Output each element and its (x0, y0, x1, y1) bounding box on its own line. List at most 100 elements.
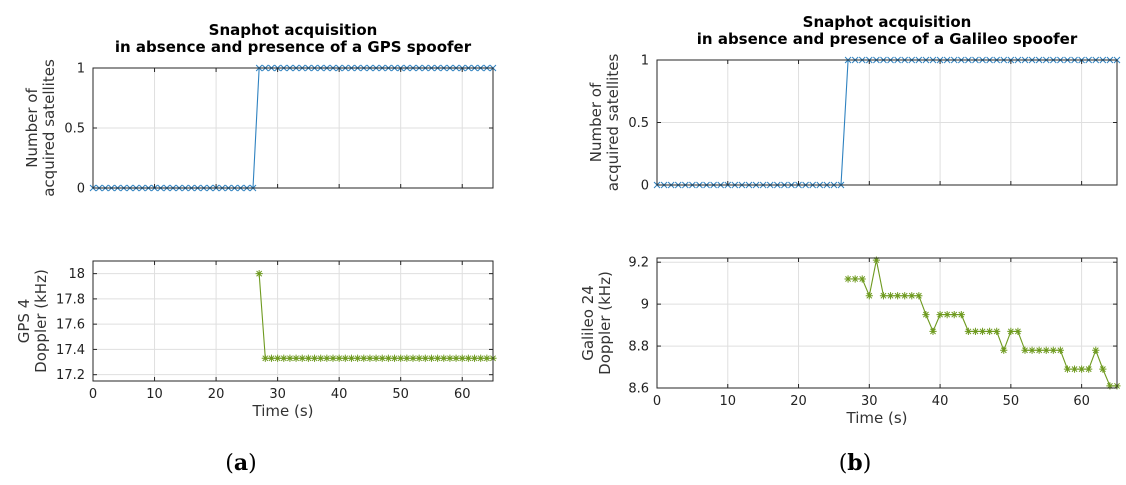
caption-letter: a (234, 450, 248, 476)
data-point (1007, 327, 1015, 335)
data-point (915, 292, 923, 300)
data-point (286, 354, 294, 362)
data-point (335, 354, 343, 362)
x-tick-label: 60 (454, 387, 471, 402)
x-tick-label: 30 (861, 394, 878, 409)
caption-close: ) (863, 451, 872, 476)
x-tick-label: 60 (1073, 394, 1090, 409)
data-point (421, 354, 429, 362)
y-tick-label: 0.5 (64, 122, 85, 137)
y-tick-label: 18 (68, 267, 85, 282)
y-axis-label: acquired satellites (40, 59, 58, 197)
y-tick-label: 1 (77, 62, 85, 77)
data-point (1042, 346, 1050, 354)
data-point (354, 354, 362, 362)
data-point (894, 292, 902, 300)
data-point (434, 354, 442, 362)
x-axis-label: Time (s) (252, 402, 314, 420)
axis-box (656, 257, 1118, 389)
data-point (310, 354, 319, 362)
chart-title: in absence and presence of a Galileo spo… (697, 30, 1078, 48)
data-point (304, 354, 312, 362)
data-point (929, 327, 937, 335)
data-point (470, 354, 479, 362)
data-point (1028, 346, 1036, 354)
x-tick-label: 50 (392, 387, 409, 402)
data-point (360, 354, 368, 362)
data-point (851, 275, 859, 283)
data-point (872, 256, 880, 264)
y-axis-label: GPS 4 (15, 299, 33, 344)
data-point (1070, 365, 1079, 373)
data-point (329, 354, 337, 362)
x-tick-label: 20 (208, 387, 225, 402)
data-point (409, 354, 417, 362)
x-tick-label: 40 (932, 394, 949, 409)
data-point (341, 354, 349, 362)
data-point (390, 354, 399, 362)
y-tick-label: 0.5 (628, 116, 649, 131)
x-axis-label: Time (s) (846, 409, 908, 427)
data-point (1085, 365, 1093, 373)
plot-area (657, 258, 1117, 388)
data-point (477, 354, 485, 362)
axis-box (92, 260, 494, 382)
data-point (427, 354, 436, 362)
data-point (267, 354, 276, 362)
y-tick-label: 17.2 (56, 368, 85, 383)
y-tick-label: 1 (641, 54, 649, 69)
doppler-chart: 0 10 20 30 40 50 60 8.6 8.8 9 9.2 Galileo 24 Doppler… (579, 256, 1121, 427)
x-tick-label: 10 (719, 394, 736, 409)
x-tick-label: 10 (146, 387, 163, 402)
chart-title: in absence and presence of a GPS spoofer (115, 38, 472, 56)
data-point (886, 292, 895, 300)
data-point (971, 327, 980, 335)
x-tick-label: 20 (790, 394, 807, 409)
y-axis-label: acquired satellites (604, 54, 622, 192)
data-point (1021, 346, 1029, 354)
data-point (384, 354, 392, 362)
data-point (1092, 346, 1100, 354)
data-point (1035, 346, 1043, 354)
y-axis-label: Number of (23, 88, 41, 168)
data-point (440, 354, 448, 362)
data-point (255, 270, 263, 278)
data-point (292, 354, 300, 362)
data-point (865, 292, 873, 300)
data-point (950, 311, 958, 319)
chart-title: Snaphot acquisition (209, 21, 378, 39)
y-axis-label: Doppler (kHz) (596, 271, 614, 375)
y-tick-label: 8.8 (628, 340, 649, 355)
y-tick-label: 9 (641, 298, 649, 313)
data-point (483, 354, 491, 362)
data-point (298, 354, 306, 362)
y-axis-label: Galileo 24 (579, 285, 597, 361)
x-tick-label: 50 (1003, 394, 1020, 409)
x-tick-label: 0 (653, 394, 661, 409)
y-tick-label: 0 (641, 179, 649, 194)
data-point (446, 354, 454, 362)
x-tick-label: 40 (331, 387, 348, 402)
y-tick-label: 0 (77, 182, 85, 197)
data-point (858, 275, 866, 283)
data-point (274, 354, 282, 362)
y-tick-label: 8.6 (628, 382, 649, 397)
data-point (347, 354, 356, 362)
data-point (844, 275, 852, 283)
data-point (957, 311, 965, 319)
data-point (964, 327, 972, 335)
x-tick-label: 30 (269, 387, 286, 402)
data-point (464, 354, 472, 362)
data-point (323, 354, 331, 362)
y-tick-label: 9.2 (628, 256, 649, 271)
y-tick-label: 17.6 (56, 318, 85, 333)
data-point (1099, 365, 1107, 373)
data-point (1106, 382, 1114, 390)
data-point (1056, 346, 1064, 354)
caption-open: ( (225, 451, 234, 476)
data-point (901, 292, 909, 300)
data-point (1063, 365, 1072, 373)
data-point (261, 354, 269, 362)
